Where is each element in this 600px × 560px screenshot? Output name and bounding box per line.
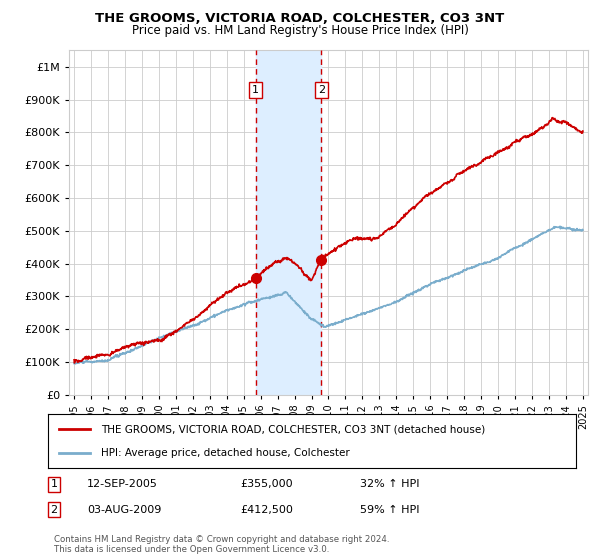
Text: 12-SEP-2005: 12-SEP-2005 (87, 479, 158, 489)
Text: 1: 1 (50, 479, 58, 489)
Text: 2: 2 (50, 505, 58, 515)
Text: HPI: Average price, detached house, Colchester: HPI: Average price, detached house, Colc… (101, 447, 350, 458)
Bar (256, 50, 322, 395)
Text: £412,500: £412,500 (240, 505, 293, 515)
Text: £355,000: £355,000 (240, 479, 293, 489)
Text: 2: 2 (318, 85, 325, 95)
Text: 59% ↑ HPI: 59% ↑ HPI (360, 505, 419, 515)
Text: THE GROOMS, VICTORIA ROAD, COLCHESTER, CO3 3NT: THE GROOMS, VICTORIA ROAD, COLCHESTER, C… (95, 12, 505, 25)
Text: 32% ↑ HPI: 32% ↑ HPI (360, 479, 419, 489)
Text: Price paid vs. HM Land Registry's House Price Index (HPI): Price paid vs. HM Land Registry's House … (131, 24, 469, 37)
Text: 03-AUG-2009: 03-AUG-2009 (87, 505, 161, 515)
Text: THE GROOMS, VICTORIA ROAD, COLCHESTER, CO3 3NT (detached house): THE GROOMS, VICTORIA ROAD, COLCHESTER, C… (101, 424, 485, 435)
Text: Contains HM Land Registry data © Crown copyright and database right 2024.
This d: Contains HM Land Registry data © Crown c… (54, 535, 389, 554)
Text: 1: 1 (252, 85, 259, 95)
